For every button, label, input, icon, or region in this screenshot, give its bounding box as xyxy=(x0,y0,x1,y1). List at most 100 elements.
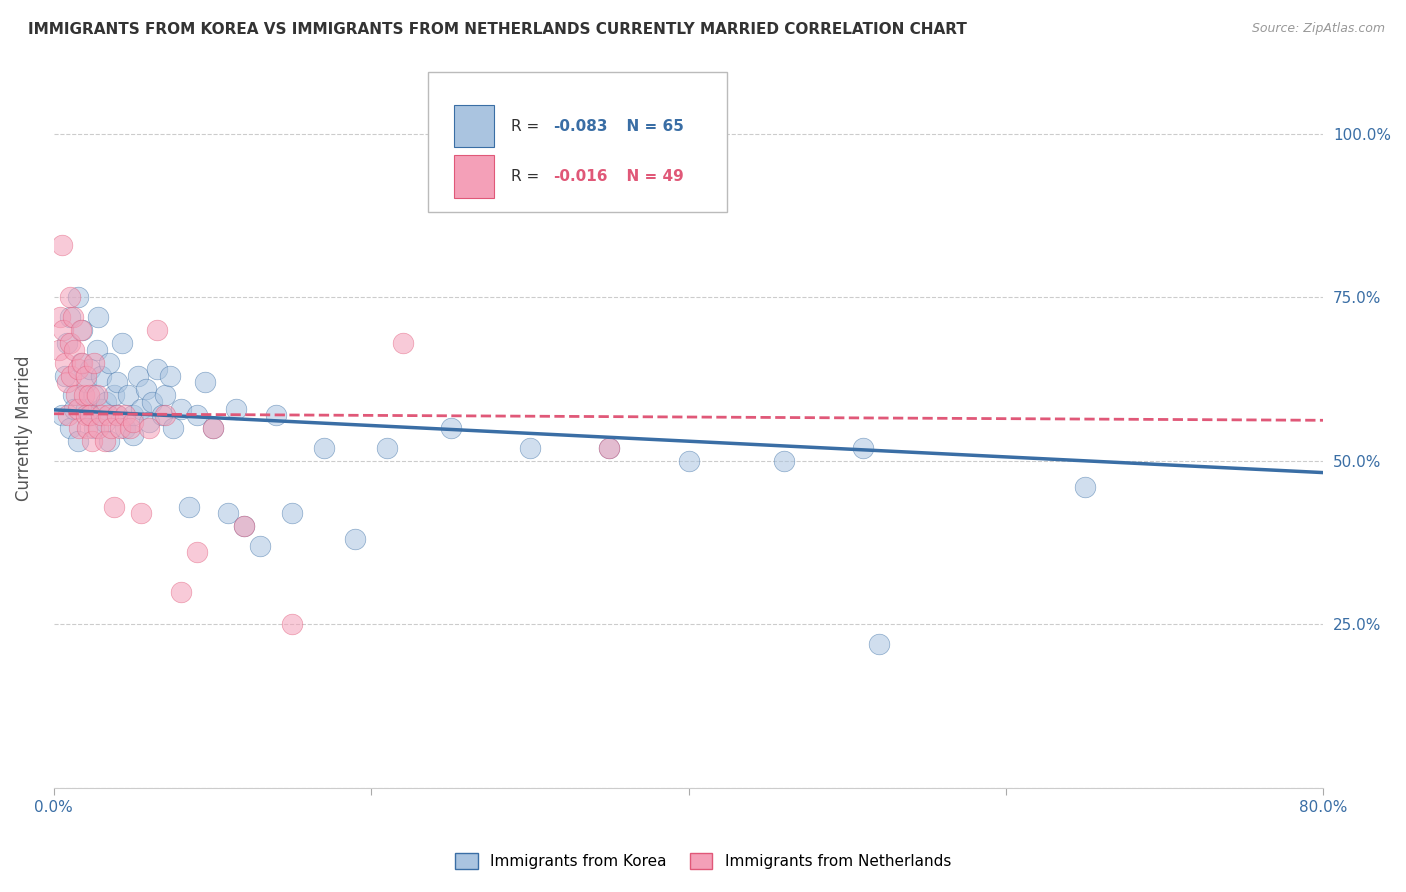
Point xyxy=(111,336,134,351)
FancyBboxPatch shape xyxy=(454,155,495,198)
Point xyxy=(67,421,90,435)
Point xyxy=(117,388,139,402)
Point xyxy=(66,434,89,449)
Text: -0.016: -0.016 xyxy=(553,169,607,184)
Point xyxy=(177,500,200,514)
Point xyxy=(87,310,110,324)
Point xyxy=(233,519,256,533)
Point xyxy=(105,376,128,390)
Point xyxy=(162,421,184,435)
Point xyxy=(79,408,101,422)
Point xyxy=(66,290,89,304)
Point xyxy=(97,408,120,422)
Point xyxy=(868,637,890,651)
Point xyxy=(72,323,94,337)
Point xyxy=(75,408,97,422)
Point xyxy=(122,427,145,442)
Point xyxy=(83,421,105,435)
Point xyxy=(678,454,700,468)
Point xyxy=(59,421,82,435)
Point xyxy=(122,408,145,422)
Point xyxy=(159,368,181,383)
Point xyxy=(98,356,121,370)
Text: Source: ZipAtlas.com: Source: ZipAtlas.com xyxy=(1251,22,1385,36)
Point xyxy=(103,388,125,402)
Point xyxy=(225,401,247,416)
Point xyxy=(153,408,176,422)
Point xyxy=(114,421,136,435)
Point xyxy=(217,506,239,520)
Point xyxy=(852,441,875,455)
Point xyxy=(69,356,91,370)
Point xyxy=(96,395,118,409)
Point xyxy=(66,362,89,376)
Point xyxy=(75,401,97,416)
Point xyxy=(150,408,173,422)
Point xyxy=(77,388,100,402)
Point xyxy=(312,441,335,455)
Point xyxy=(249,539,271,553)
Point xyxy=(55,336,77,351)
Point xyxy=(110,421,132,435)
Point xyxy=(772,454,794,468)
Point xyxy=(146,362,169,376)
Text: N = 49: N = 49 xyxy=(616,169,683,184)
Point xyxy=(69,323,91,337)
Point xyxy=(93,434,115,449)
Point xyxy=(1074,480,1097,494)
Point xyxy=(129,401,152,416)
Point xyxy=(186,545,208,559)
Point xyxy=(105,408,128,422)
Point xyxy=(62,310,84,324)
Point xyxy=(146,323,169,337)
Text: IMMIGRANTS FROM KOREA VS IMMIGRANTS FROM NETHERLANDS CURRENTLY MARRIED CORRELATI: IMMIGRANTS FROM KOREA VS IMMIGRANTS FROM… xyxy=(28,22,967,37)
Point xyxy=(100,421,122,435)
Point xyxy=(281,617,304,632)
Point xyxy=(90,408,112,422)
Point xyxy=(201,421,224,435)
Point xyxy=(90,401,112,416)
Point xyxy=(93,415,115,429)
Point xyxy=(90,368,112,383)
Point xyxy=(66,401,89,416)
Point xyxy=(129,506,152,520)
Point xyxy=(51,238,73,252)
Point xyxy=(80,434,103,449)
Point xyxy=(72,356,94,370)
Point xyxy=(141,395,163,409)
Point xyxy=(62,388,84,402)
Point xyxy=(83,388,105,402)
Point xyxy=(63,343,86,357)
Point xyxy=(77,408,100,422)
Point xyxy=(281,506,304,520)
Point xyxy=(52,323,75,337)
Point xyxy=(122,415,145,429)
Text: R =: R = xyxy=(510,169,544,184)
Point xyxy=(127,368,149,383)
Point xyxy=(48,343,70,357)
Point xyxy=(53,368,76,383)
Point xyxy=(75,376,97,390)
Point xyxy=(138,421,160,435)
Point xyxy=(86,388,108,402)
Legend: Immigrants from Korea, Immigrants from Netherlands: Immigrants from Korea, Immigrants from N… xyxy=(449,847,957,875)
Point xyxy=(87,421,110,435)
Point xyxy=(73,388,96,402)
Point xyxy=(344,533,367,547)
Point xyxy=(114,408,136,422)
Point xyxy=(105,408,128,422)
Point xyxy=(153,388,176,402)
Point xyxy=(98,434,121,449)
FancyBboxPatch shape xyxy=(429,72,727,212)
Point xyxy=(375,441,398,455)
Point xyxy=(79,362,101,376)
Y-axis label: Currently Married: Currently Married xyxy=(15,355,32,501)
Point xyxy=(49,310,72,324)
Point xyxy=(439,421,461,435)
Point xyxy=(264,408,287,422)
Point xyxy=(138,415,160,429)
Point xyxy=(59,310,82,324)
Point xyxy=(186,408,208,422)
Text: N = 65: N = 65 xyxy=(616,119,685,134)
Point xyxy=(201,421,224,435)
